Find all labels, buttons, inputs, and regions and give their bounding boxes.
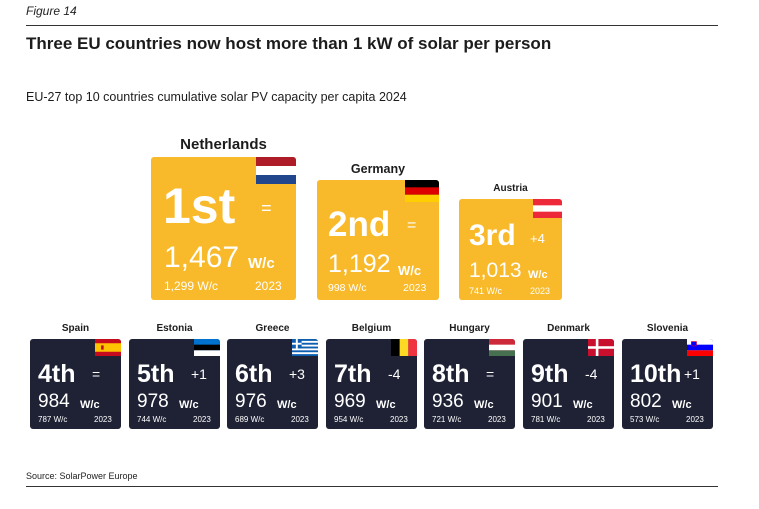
capacity-2024: 1,013 bbox=[469, 259, 522, 282]
capacity-2023: 787 W/c bbox=[38, 415, 68, 424]
source-note: Source: SolarPower Europe bbox=[26, 471, 138, 481]
capacity-2024: 976 bbox=[235, 391, 267, 412]
rank-card: 10th +1 802 W/c 573 W/c 2023 bbox=[622, 339, 713, 429]
country-name: Greece bbox=[255, 323, 290, 334]
rank-card: 4th = 984 W/c 787 W/c 2023 bbox=[30, 339, 121, 429]
country-name: Hungary bbox=[449, 323, 490, 334]
capacity-2024: 978 bbox=[137, 391, 169, 412]
country-name: Slovenia bbox=[646, 323, 689, 334]
rank-card: 3rd +4 1,013 W/c 741 W/c 2023 bbox=[459, 199, 562, 300]
rank-card: 8th = 936 W/c 721 W/c 2023 bbox=[424, 339, 515, 429]
unit-label: W/c bbox=[248, 255, 275, 272]
prev-year-label: 2023 bbox=[530, 286, 551, 296]
capacity-2024: 1,467 bbox=[164, 241, 240, 274]
rank-change: = bbox=[486, 366, 495, 382]
bottom-rule bbox=[26, 486, 718, 487]
unit-label: W/c bbox=[573, 399, 593, 411]
rank-label: 1st bbox=[163, 178, 236, 234]
country-name: Belgium bbox=[351, 323, 392, 334]
be-flag bbox=[391, 339, 417, 356]
de-flag bbox=[405, 180, 439, 202]
capacity-2024: 1,192 bbox=[328, 250, 391, 278]
rank-change: -4 bbox=[388, 366, 401, 382]
rank-label: 9th bbox=[531, 360, 569, 388]
rank-label: 5th bbox=[137, 360, 175, 388]
rank-change: -4 bbox=[585, 366, 598, 382]
unit-label: W/c bbox=[528, 269, 548, 281]
unit-label: W/c bbox=[672, 399, 692, 411]
rank-label: 3rd bbox=[469, 219, 516, 252]
country-name: Germany bbox=[350, 162, 406, 176]
unit-label: W/c bbox=[179, 399, 199, 411]
capacity-2023: 998 W/c bbox=[328, 282, 367, 294]
country-name: Austria bbox=[493, 183, 528, 194]
unit-label: W/c bbox=[80, 399, 100, 411]
country-name: Netherlands bbox=[180, 136, 267, 153]
country-name: Spain bbox=[61, 323, 90, 334]
capacity-2024: 901 bbox=[531, 391, 563, 412]
unit-label: W/c bbox=[376, 399, 396, 411]
si-flag bbox=[687, 339, 713, 356]
rank-change: = bbox=[407, 217, 417, 234]
capacity-2024: 802 bbox=[630, 391, 662, 412]
rank-change: +1 bbox=[191, 366, 207, 382]
country-name: Estonia bbox=[156, 323, 193, 334]
rank-card: 5th +1 978 W/c 744 W/c 2023 bbox=[129, 339, 220, 429]
prev-year-label: 2023 bbox=[255, 279, 282, 293]
nl-flag bbox=[256, 157, 296, 184]
capacity-2023: 721 W/c bbox=[432, 415, 462, 424]
unit-label: W/c bbox=[474, 399, 494, 411]
rank-change: = bbox=[92, 366, 101, 382]
figure-label: Figure 14 bbox=[26, 4, 77, 18]
capacity-2024: 936 bbox=[432, 391, 464, 412]
unit-label: W/c bbox=[398, 263, 422, 278]
rank-label: 4th bbox=[38, 360, 76, 388]
prev-year-label: 2023 bbox=[193, 415, 211, 424]
rank-card: 1st = 1,467 W/c 1,299 W/c 2023 bbox=[151, 157, 296, 300]
rank-card: 9th -4 901 W/c 781 W/c 2023 bbox=[523, 339, 614, 429]
capacity-2023: 744 W/c bbox=[137, 415, 167, 424]
rank-card: 6th +3 976 W/c 689 W/c 2023 bbox=[227, 339, 318, 429]
unit-label: W/c bbox=[277, 399, 297, 411]
capacity-2023: 573 W/c bbox=[630, 415, 660, 424]
dk-flag bbox=[588, 339, 614, 356]
rank-label: 10th bbox=[630, 360, 682, 388]
capacity-2023: 781 W/c bbox=[531, 415, 561, 424]
ee-flag bbox=[194, 339, 220, 356]
rank-card: 2nd = 1,192 W/c 998 W/c 2023 bbox=[317, 180, 439, 300]
rank-label: 7th bbox=[334, 360, 372, 388]
rank-change: = bbox=[261, 198, 272, 218]
rank-change: +4 bbox=[530, 231, 545, 246]
hu-flag bbox=[489, 339, 515, 356]
rank-change: +1 bbox=[684, 366, 700, 382]
capacity-2023: 954 W/c bbox=[334, 415, 364, 424]
rank-change: +3 bbox=[289, 366, 305, 382]
top-rule bbox=[26, 25, 718, 26]
country-name: Denmark bbox=[547, 323, 590, 334]
rank-label: 6th bbox=[235, 360, 273, 388]
chart-title: Three EU countries now host more than 1 … bbox=[26, 34, 552, 53]
capacity-2024: 984 bbox=[38, 391, 70, 412]
prev-year-label: 2023 bbox=[488, 415, 506, 424]
capacity-2024: 969 bbox=[334, 391, 366, 412]
capacity-2023: 1,299 W/c bbox=[164, 279, 219, 293]
chart-subtitle: EU-27 top 10 countries cumulative solar … bbox=[26, 90, 407, 104]
prev-year-label: 2023 bbox=[390, 415, 408, 424]
es-flag bbox=[95, 339, 121, 356]
prev-year-label: 2023 bbox=[403, 282, 427, 294]
capacity-2023: 689 W/c bbox=[235, 415, 265, 424]
rank-label: 2nd bbox=[328, 205, 391, 244]
prev-year-label: 2023 bbox=[587, 415, 605, 424]
rank-card: 7th -4 969 W/c 954 W/c 2023 bbox=[326, 339, 417, 429]
prev-year-label: 2023 bbox=[94, 415, 112, 424]
rank-label: 8th bbox=[432, 360, 470, 388]
at-flag bbox=[533, 199, 562, 218]
prev-year-label: 2023 bbox=[686, 415, 704, 424]
prev-year-label: 2023 bbox=[291, 415, 309, 424]
gr-flag bbox=[292, 339, 318, 356]
capacity-2023: 741 W/c bbox=[469, 286, 503, 296]
